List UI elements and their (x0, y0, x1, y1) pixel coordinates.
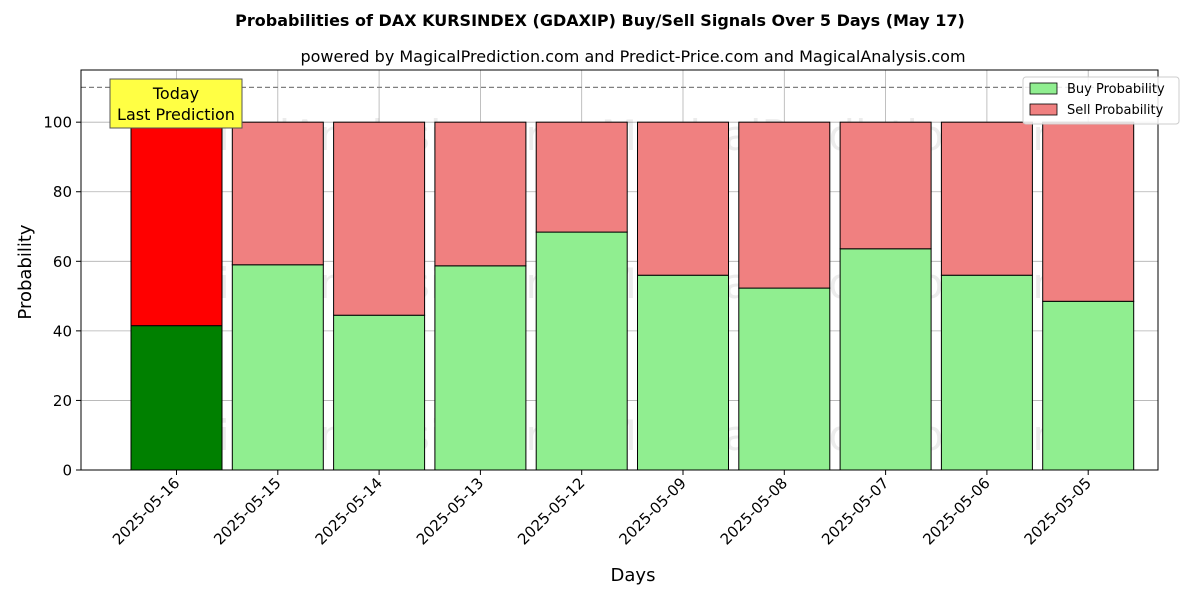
annotation-line-2: Last Prediction (117, 105, 235, 124)
y-tick-label: 80 (53, 183, 72, 201)
plot-frame (80, 69, 1159, 471)
y-axis-label: Probability (15, 224, 36, 319)
y-tick-label: 0 (62, 462, 72, 480)
legend-swatch-sell (1029, 103, 1058, 116)
bar-buy-2025-05-09 (637, 274, 729, 471)
chart-title: Probabilities of DAX KURSINDEX (GDAXIP) … (235, 11, 965, 30)
bar-buy-2025-05-14 (333, 314, 426, 471)
bar-sell-2025-05-05 (1042, 121, 1135, 302)
y-tick-label: 60 (53, 253, 72, 271)
bar-sell-2025-05-14 (333, 121, 426, 316)
bar-sell-2025-05-09 (637, 121, 729, 276)
bar-buy-2025-05-15 (231, 264, 324, 471)
annotation-line-1: Today (152, 84, 199, 103)
legend-box (1022, 76, 1180, 125)
y-tick-label: 20 (53, 392, 72, 410)
bar-sell-2025-05-12 (535, 121, 628, 233)
bar-buy-2025-05-06 (940, 274, 1033, 471)
y-tick-label: 40 (53, 322, 72, 340)
y-axis: 0 20 40 60 80 100 (43, 114, 81, 480)
bar-buy-2025-05-13 (434, 265, 527, 471)
bar-sell-2025-05-07 (839, 121, 932, 250)
bar-sell-2025-05-13 (434, 121, 527, 267)
bar-buy-2025-05-05 (1042, 300, 1135, 471)
y-tick-label: 100 (43, 114, 72, 132)
legend-swatch-buy (1029, 82, 1058, 95)
bar-buy-2025-05-12 (535, 231, 628, 471)
today-annotation: Today Last Prediction (109, 78, 243, 129)
chart-subtitle: powered by MagicalPrediction.com and Pre… (300, 47, 965, 66)
bar-buy-2025-05-08 (738, 287, 831, 471)
bars (130, 121, 1135, 471)
bar-sell-2025-05-15 (231, 121, 324, 266)
bar-sell-2025-05-06 (940, 121, 1033, 276)
legend-label-buy: Buy Probability (1067, 82, 1165, 97)
bar-sell-2025-05-08 (738, 121, 831, 289)
legend-label-sell: Sell Probability (1067, 103, 1164, 118)
bar-sell-2025-05-16 (130, 121, 223, 327)
x-axis-label: Days (611, 565, 656, 586)
bar-buy-2025-05-16 (130, 325, 223, 471)
legend: Buy Probability Sell Probability (1022, 76, 1180, 125)
bar-buy-2025-05-07 (839, 248, 932, 471)
annotation-box (109, 78, 243, 129)
